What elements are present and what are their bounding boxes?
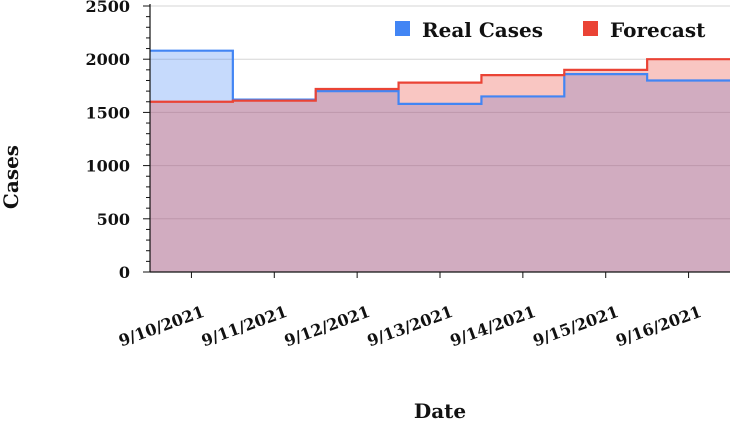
legend-label-0: Real Cases bbox=[422, 18, 543, 42]
x-tick-label: 9/14/2021 bbox=[448, 302, 539, 351]
y-axis-title: Cases bbox=[0, 145, 23, 209]
y-tick-label: 0 bbox=[119, 263, 130, 282]
y-tick-label: 1000 bbox=[85, 157, 130, 176]
x-axis-title: Date bbox=[414, 399, 466, 421]
series-area-0 bbox=[150, 50, 730, 272]
series-area-1 bbox=[150, 59, 730, 273]
x-tick-label: 9/10/2021 bbox=[116, 302, 207, 351]
grid-lines bbox=[150, 5, 730, 220]
y-tick-label: 1500 bbox=[85, 103, 130, 122]
legend: Real Cases Forecast bbox=[395, 18, 706, 42]
x-tick-label: 9/12/2021 bbox=[282, 302, 373, 351]
series-layer bbox=[150, 49, 730, 273]
x-tick-label: 9/13/2021 bbox=[365, 302, 456, 351]
legend-swatch-0 bbox=[395, 21, 410, 36]
x-tick-label: 9/15/2021 bbox=[530, 302, 621, 351]
x-tick-label: 9/11/2021 bbox=[199, 302, 290, 351]
y-tick-label: 500 bbox=[97, 210, 130, 229]
legend-label-1: Forecast bbox=[610, 18, 706, 42]
legend-swatch-1 bbox=[583, 21, 598, 36]
y-tick-label: 2500 bbox=[85, 0, 130, 16]
y-tick-label: 2000 bbox=[85, 50, 130, 69]
series-line-1 bbox=[150, 58, 730, 103]
x-tick-label: 9/16/2021 bbox=[613, 302, 704, 351]
